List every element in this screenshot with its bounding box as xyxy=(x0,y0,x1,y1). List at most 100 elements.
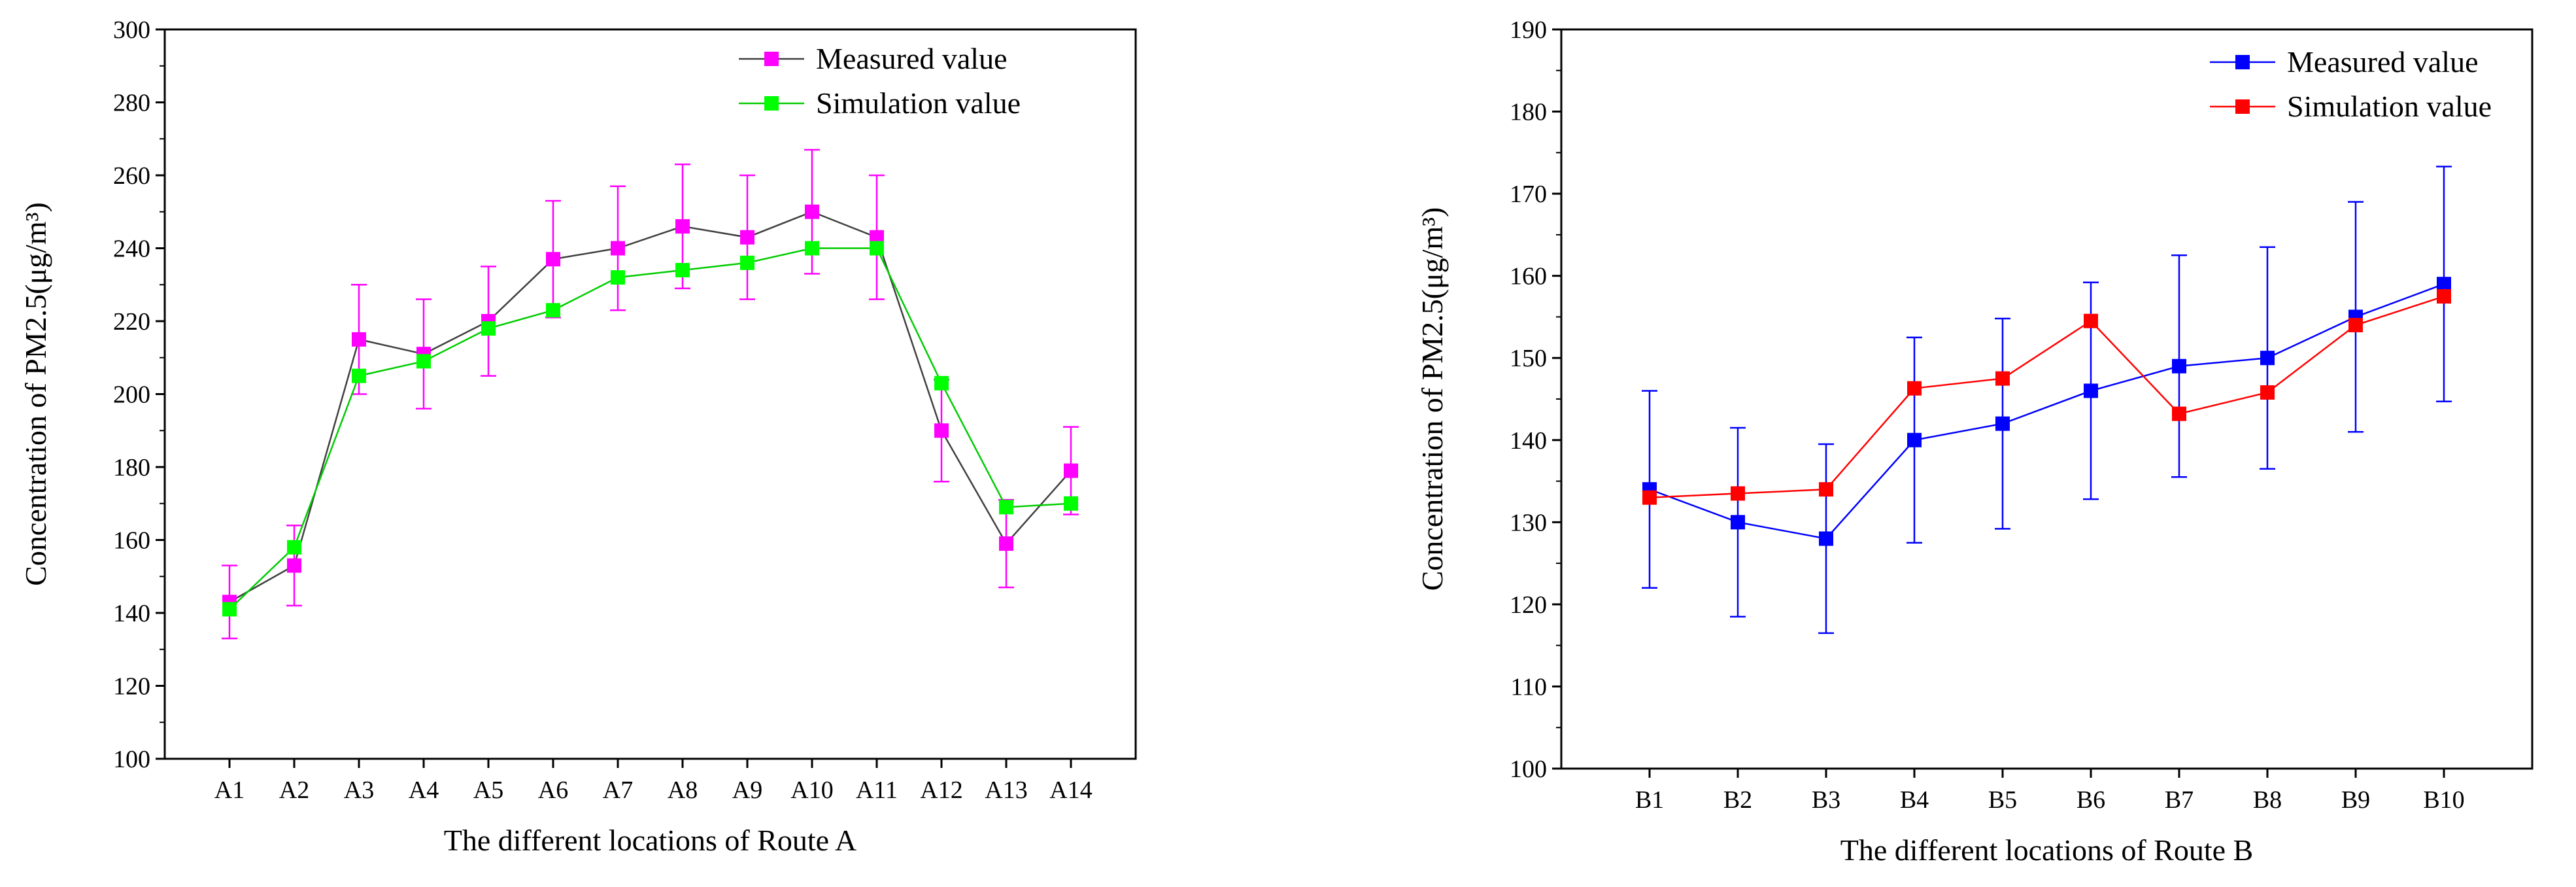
data-point xyxy=(2437,277,2451,292)
y-tick-label: 100 xyxy=(113,746,150,773)
y-tick-label: 280 xyxy=(113,90,150,117)
data-point xyxy=(740,230,754,245)
x-tick-label: A4 xyxy=(409,776,439,804)
data-point xyxy=(352,332,366,347)
y-tick-label: 160 xyxy=(113,527,150,555)
data-point xyxy=(1642,490,1657,505)
data-point xyxy=(1995,416,2010,431)
data-point xyxy=(870,241,884,256)
data-point xyxy=(611,270,625,285)
x-tick-label: B8 xyxy=(2253,786,2282,814)
y-tick-label: 220 xyxy=(113,308,150,336)
y-tick-label: 180 xyxy=(1510,99,1547,126)
data-point xyxy=(2260,385,2275,400)
x-tick-label: A9 xyxy=(732,776,762,804)
data-point xyxy=(352,368,366,383)
y-axis-title: Concentration of PM2.5(μg/m³) xyxy=(19,202,52,586)
x-tick-label: A6 xyxy=(538,776,568,804)
chart-route-a: 100 120 140 160 180 200 220 240 260 280 300 A1 A2 A3 A… xyxy=(19,16,1137,857)
x-tick-label: A1 xyxy=(214,776,245,804)
data-point xyxy=(1064,463,1078,478)
data-point xyxy=(481,321,496,336)
data-point xyxy=(1819,531,1833,546)
data-point xyxy=(2172,358,2186,374)
data-point xyxy=(2437,289,2451,304)
legend-label: Simulation value xyxy=(2287,90,2492,123)
legend-label: Measured value xyxy=(816,42,1008,75)
y-tick-label: 170 xyxy=(1510,181,1547,208)
y-tick-label: 260 xyxy=(113,162,150,190)
x-axis-title: The different locations of Route B xyxy=(1840,833,2254,867)
legend-marker xyxy=(2235,99,2250,114)
data-point xyxy=(2260,351,2275,366)
y-tick-label: 160 xyxy=(1510,263,1547,290)
series-line xyxy=(229,247,1072,610)
legend-label: Simulation value xyxy=(816,86,1021,120)
x-tick-label: B5 xyxy=(1988,786,2017,814)
y-tick-label: 140 xyxy=(1510,427,1547,455)
series-simulation-value xyxy=(222,241,1078,617)
data-point xyxy=(1907,432,1922,447)
data-point xyxy=(1064,496,1078,511)
data-point xyxy=(1731,486,1745,501)
x-tick-label: B4 xyxy=(1900,786,1929,814)
x-tick-label: B3 xyxy=(1812,786,1840,814)
series-measured-value xyxy=(222,148,1079,640)
y-tick-label: 130 xyxy=(1510,509,1547,536)
data-point xyxy=(2172,406,2186,421)
x-tick-label: A7 xyxy=(603,776,633,804)
x-tick-label: B10 xyxy=(2423,786,2464,814)
data-point xyxy=(675,219,690,234)
legend-label: Measured value xyxy=(2287,45,2479,78)
x-tick-label: A3 xyxy=(344,776,374,804)
x-tick-label: B7 xyxy=(2165,786,2194,814)
data-point xyxy=(675,262,690,277)
data-point xyxy=(2084,383,2098,398)
x-tick-label: A5 xyxy=(473,776,503,804)
y-tick-label: 140 xyxy=(113,600,150,627)
data-point xyxy=(999,536,1013,551)
data-point xyxy=(287,558,301,573)
y-tick-label: 180 xyxy=(113,454,150,481)
y-tick-label: 100 xyxy=(1510,756,1547,783)
chart-route-b: 100 110 120 130 140 150 160 170 180 190 B1 B2 B3 B4 B5… xyxy=(1415,16,2534,867)
x-tick-label: A10 xyxy=(790,776,833,804)
data-point xyxy=(611,241,625,256)
x-tick-label: A14 xyxy=(1049,776,1092,804)
y-axis-title: Concentration of PM2.5(μg/m³) xyxy=(1415,207,1449,591)
y-tick-label: 190 xyxy=(1510,16,1547,44)
data-point xyxy=(546,252,560,267)
legend-marker xyxy=(2235,55,2250,69)
series-line xyxy=(1649,295,2445,498)
data-point xyxy=(222,602,237,617)
data-point xyxy=(287,540,301,555)
x-tick-label: B2 xyxy=(1723,786,1752,814)
y-tick-label: 240 xyxy=(113,235,150,263)
data-point xyxy=(805,204,819,219)
data-point xyxy=(1819,482,1833,497)
legend-marker xyxy=(764,52,779,66)
x-tick-label: B6 xyxy=(2076,786,2105,814)
series-line xyxy=(229,211,1072,603)
data-point xyxy=(1731,515,1745,530)
data-point xyxy=(934,423,949,438)
y-tick-label: 150 xyxy=(1510,345,1547,372)
plot-frame xyxy=(163,28,1137,760)
data-point xyxy=(1907,381,1922,396)
series-line xyxy=(1649,283,2445,540)
data-point xyxy=(2084,313,2098,328)
legend-marker xyxy=(764,96,779,111)
x-axis-title: The different locations of Route A xyxy=(444,824,857,857)
y-tick-label: 200 xyxy=(113,381,150,409)
y-tick-label: 120 xyxy=(113,673,150,701)
data-point xyxy=(740,255,754,270)
data-point xyxy=(805,241,819,256)
x-tick-label: A13 xyxy=(985,776,1027,804)
data-point xyxy=(934,375,949,391)
x-tick-label: A2 xyxy=(279,776,309,804)
x-tick-label: A11 xyxy=(856,776,898,804)
data-point xyxy=(546,303,560,318)
plot-frame xyxy=(1560,28,2534,770)
y-tick-label: 110 xyxy=(1510,673,1547,701)
